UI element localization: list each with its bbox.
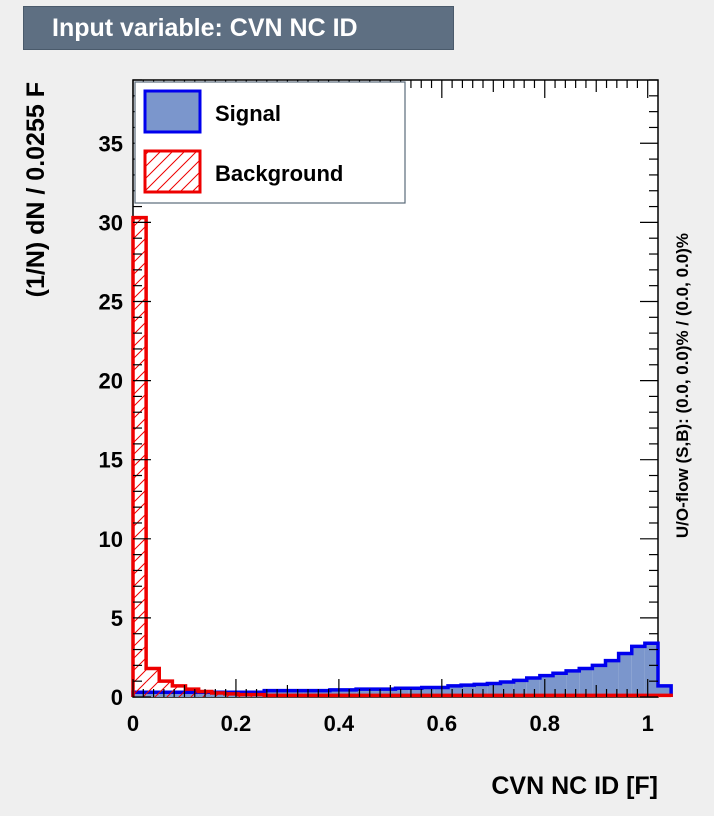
x-tick-label: 1	[642, 711, 654, 736]
x-tick-label: 0.8	[529, 711, 560, 736]
y-tick-label: 25	[99, 289, 123, 314]
signal-bar	[539, 675, 553, 697]
background-bar	[185, 689, 199, 697]
signal-bar	[658, 685, 672, 697]
x-tick-label: 0	[127, 711, 139, 736]
signal-bar	[618, 653, 632, 697]
background-outline	[131, 215, 673, 698]
signal-bar	[461, 685, 475, 697]
signal-outline	[131, 641, 673, 697]
x-tick-label: 0.4	[324, 711, 355, 736]
background-bar	[133, 217, 147, 697]
signal-bar	[356, 689, 370, 697]
x-tick-label: 0.2	[221, 711, 252, 736]
legend-swatch-background	[143, 149, 202, 194]
signal-bar	[395, 688, 409, 697]
signal-bar	[369, 689, 383, 697]
signal-bar	[553, 673, 567, 697]
signal-bar	[329, 689, 343, 697]
background-bar	[211, 693, 225, 697]
signal-bar	[448, 685, 462, 697]
background-bar	[146, 668, 160, 697]
signal-bar	[513, 680, 527, 697]
background-bar	[172, 685, 186, 697]
y-tick-label: 20	[99, 369, 123, 394]
x-axis-title: CVN NC ID [F]	[491, 772, 658, 800]
legend-label-background: Background	[215, 161, 343, 186]
signal-bar	[592, 665, 606, 697]
x-tick-label: 0.6	[427, 711, 458, 736]
y-axis-title: (1/N) dN / 0.0255 F	[22, 82, 50, 297]
signal-bar	[566, 670, 580, 697]
y-tick-label: 15	[99, 448, 123, 473]
y-tick-label: 0	[111, 685, 123, 710]
plot-title: Input variable: CVN NC ID	[23, 6, 454, 50]
legend-swatch-signal	[143, 89, 202, 134]
legend-label-signal: Signal	[215, 101, 281, 126]
signal-bar	[382, 689, 396, 697]
background-bar	[159, 681, 173, 697]
y-tick-label: 30	[99, 210, 123, 235]
y-tick-label: 10	[99, 527, 123, 552]
y-tick-label: 35	[99, 131, 123, 156]
signal-bar	[487, 683, 501, 697]
signal-bar	[579, 668, 593, 697]
signal-bar	[644, 643, 658, 697]
signal-bar	[605, 660, 619, 697]
signal-bar	[631, 646, 645, 697]
y-tick-label: 5	[111, 606, 123, 631]
overflow-label: U/O-flow (S,B): (0.0, 0.0)% / (0.0, 0.0)…	[673, 233, 692, 538]
signal-bar	[408, 688, 422, 697]
signal-bar	[421, 687, 435, 697]
signal-bar	[526, 678, 540, 697]
